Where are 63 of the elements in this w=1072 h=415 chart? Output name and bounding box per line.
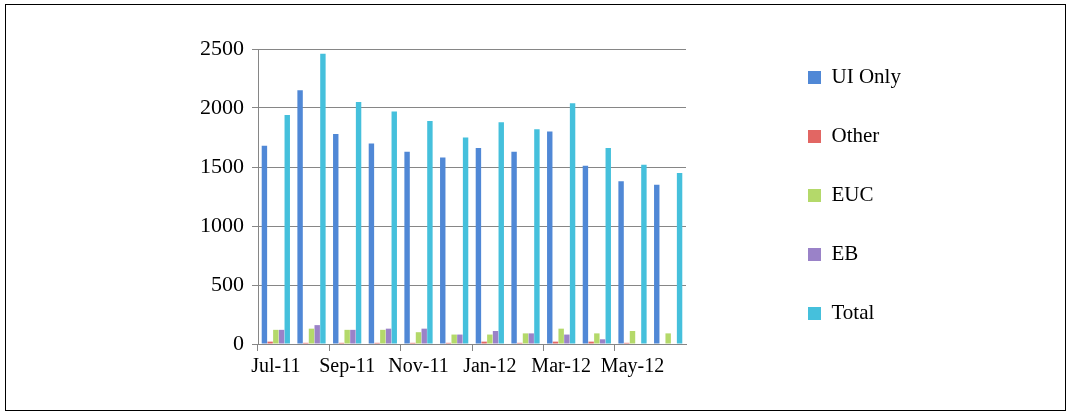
x-tick-label: Jul-11	[251, 354, 301, 377]
bar	[350, 329, 356, 344]
bar	[391, 111, 397, 344]
bar	[284, 115, 290, 344]
bar	[314, 325, 320, 344]
bar	[462, 137, 469, 344]
legend-label: UI Only	[831, 64, 902, 89]
bar	[498, 122, 504, 344]
y-tick-label: 1000	[200, 211, 244, 237]
bar	[547, 131, 553, 344]
y-tick-label: 1500	[200, 152, 244, 178]
bar	[380, 329, 386, 344]
bar	[676, 172, 683, 344]
bar	[569, 103, 576, 344]
y-tick-label: 2500	[200, 34, 244, 60]
x-tick-label: Jan-12	[463, 354, 517, 377]
bar	[605, 148, 611, 344]
y-tick-label: 500	[211, 270, 244, 296]
legend-label: Other	[831, 123, 880, 148]
bar	[415, 332, 422, 344]
bar	[564, 334, 570, 344]
bar	[641, 164, 647, 344]
bar	[421, 328, 427, 344]
bar	[492, 331, 499, 344]
bar	[320, 53, 326, 344]
legend-label: EUC	[831, 182, 874, 207]
x-tick-label: Nov-11	[388, 354, 449, 377]
bar	[355, 102, 362, 344]
x-tick-label: Sep-11	[319, 354, 376, 378]
bar	[404, 151, 410, 344]
bar	[534, 129, 540, 344]
x-tick-label: May-12	[600, 354, 665, 378]
bar	[654, 184, 660, 344]
bar	[368, 143, 375, 344]
bar	[273, 329, 279, 344]
bar	[261, 145, 268, 344]
bar	[344, 329, 350, 344]
bar	[618, 181, 624, 344]
bar	[487, 334, 493, 344]
legend-label: EB	[831, 241, 859, 266]
y-tick-label: 0	[233, 329, 244, 355]
bar	[475, 148, 482, 344]
bar	[629, 331, 636, 344]
bar	[511, 151, 517, 344]
bar	[297, 90, 303, 344]
bar	[665, 333, 671, 344]
bar	[333, 133, 339, 344]
bar	[451, 334, 457, 344]
bar	[278, 329, 285, 344]
legend-label: Total	[831, 300, 875, 325]
bar	[582, 165, 589, 344]
y-tick-label: 2000	[200, 93, 244, 119]
bar	[558, 328, 564, 344]
bar	[385, 328, 392, 344]
x-tick-label: Mar-12	[531, 354, 591, 377]
bar	[599, 339, 606, 344]
bar	[440, 157, 446, 344]
bar	[522, 333, 529, 344]
bar	[528, 333, 534, 344]
bar	[308, 328, 315, 344]
bar	[457, 334, 463, 344]
bar	[427, 120, 433, 344]
bar	[594, 333, 600, 344]
